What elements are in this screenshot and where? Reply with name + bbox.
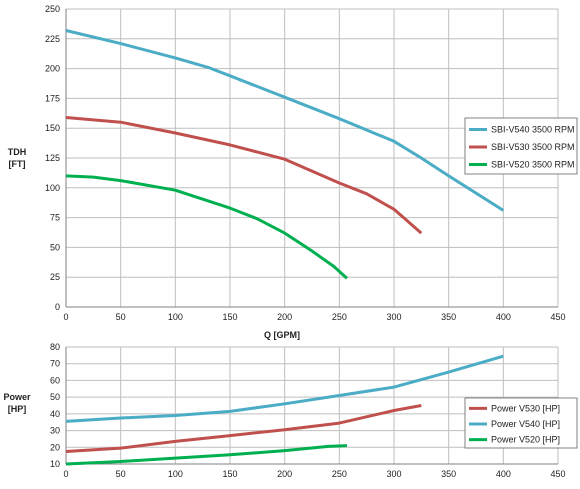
tdh-y-tick-label: 150 bbox=[45, 123, 60, 133]
power-x-tick-label: 450 bbox=[550, 469, 565, 479]
power-legend: Power V530 [HP] Power V540 [HP] Power V520… bbox=[464, 397, 578, 449]
power-y-tick-label: 10 bbox=[50, 459, 60, 469]
tdh-x-tick-label: 350 bbox=[441, 312, 456, 322]
tdh-x-tick-label: 200 bbox=[277, 312, 292, 322]
power-y-tick-label: 20 bbox=[50, 442, 60, 452]
tdh-x-tick-label: 50 bbox=[116, 312, 126, 322]
tdh-x-tick-label: 450 bbox=[550, 312, 565, 322]
tdh-x-tick-label: 400 bbox=[496, 312, 511, 322]
tdh-y-tick-label: 25 bbox=[50, 272, 60, 282]
tdh-y-tick-label: 75 bbox=[50, 213, 60, 223]
power-x-tick-label: 350 bbox=[441, 469, 456, 479]
tdh-y-tick-label: 0 bbox=[55, 302, 60, 312]
power-y-tick-label: 60 bbox=[50, 375, 60, 385]
power-y-axis-label: Power bbox=[3, 392, 31, 402]
tdh-y-tick-label: 125 bbox=[45, 153, 60, 163]
power-x-tick-label: 0 bbox=[63, 469, 68, 479]
power-x-tick-label: 100 bbox=[168, 469, 183, 479]
power-y-tick-label: 80 bbox=[50, 342, 60, 352]
power-series-line-1 bbox=[65, 354, 504, 423]
power-legend-label-1: Power V540 [HP] bbox=[491, 419, 560, 429]
tdh-x-tick-label: 100 bbox=[168, 312, 183, 322]
tdh-y-tick-label: 225 bbox=[45, 34, 60, 44]
power-x-tick-label: 150 bbox=[222, 469, 237, 479]
tdh-legend-label-2: SBI-V520 3500 RPM bbox=[491, 160, 575, 170]
tdh-x-tick-label: 150 bbox=[222, 312, 237, 322]
power-series-line-2 bbox=[65, 444, 348, 466]
tdh-y-tick-label: 50 bbox=[50, 242, 60, 252]
tdh-series-line-2 bbox=[65, 174, 349, 280]
tdh-legend-label-0: SBI-V540 3500 RPM bbox=[491, 125, 575, 135]
power-y-tick-label: 50 bbox=[50, 392, 60, 402]
power-x-tick-label: 250 bbox=[332, 469, 347, 479]
power-y-axis-label: [HP] bbox=[8, 404, 27, 414]
tdh-x-tick-label: 250 bbox=[332, 312, 347, 322]
power-x-tick-label: 50 bbox=[116, 469, 126, 479]
power-chart: 10 20 30 40 50 60 70 80 0 50 100 150 200 250 300 350 400… bbox=[3, 342, 578, 479]
tdh-y-tick-label: 175 bbox=[45, 93, 60, 103]
power-series-line-0 bbox=[65, 404, 422, 453]
tdh-series-line-0 bbox=[65, 29, 505, 212]
power-x-tick-label: 400 bbox=[496, 469, 511, 479]
tdh-y-axis-label: [FT] bbox=[9, 159, 26, 169]
tdh-y-axis-label: TDH bbox=[8, 147, 27, 157]
tdh-chart: 0 25 50 75 100 125 150 175 200 225 250 0 50 100 150 200… bbox=[8, 4, 578, 340]
tdh-legend: SBI-V540 3500 RPM SBI-V530 3500 RPM SBI-V5… bbox=[464, 117, 578, 175]
power-y-tick-label: 30 bbox=[50, 426, 60, 436]
power-x-tick-label: 200 bbox=[277, 469, 292, 479]
power-x-tick-label: 300 bbox=[386, 469, 401, 479]
power-y-tick-label: 40 bbox=[50, 409, 60, 419]
tdh-x-axis-label: Q [GPM] bbox=[264, 330, 300, 340]
tdh-y-tick-label: 200 bbox=[45, 64, 60, 74]
power-legend-label-0: Power V530 [HP] bbox=[491, 403, 560, 413]
tdh-y-tick-label: 100 bbox=[45, 183, 60, 193]
power-y-tick-label: 70 bbox=[50, 359, 60, 369]
tdh-series-line-1 bbox=[65, 116, 423, 235]
tdh-legend-label-1: SBI-V530 3500 RPM bbox=[491, 142, 575, 152]
power-legend-label-2: Power V520 [HP] bbox=[491, 435, 560, 445]
tdh-y-tick-label: 250 bbox=[45, 4, 60, 14]
tdh-x-tick-label: 300 bbox=[386, 312, 401, 322]
tdh-x-tick-label: 0 bbox=[63, 312, 68, 322]
